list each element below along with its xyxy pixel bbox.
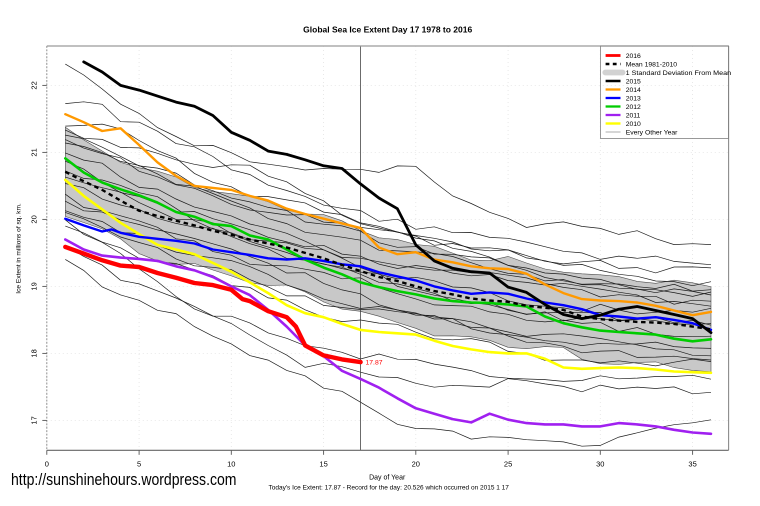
- svg-text:Mean 1981-2010: Mean 1981-2010: [626, 61, 678, 68]
- svg-text:Ice Extent in millions of sq.: Ice Extent in millions of sq. km.: [16, 203, 23, 294]
- svg-text:20: 20: [30, 215, 39, 223]
- svg-text:2014: 2014: [626, 87, 641, 94]
- svg-text:2011: 2011: [626, 112, 641, 119]
- svg-text:2012: 2012: [626, 104, 641, 111]
- svg-text:2016: 2016: [626, 53, 641, 60]
- svg-text:1 Standard Deviation From Mean: 1 Standard Deviation From Mean: [626, 70, 732, 77]
- svg-text:25: 25: [504, 460, 512, 469]
- svg-text:Every Other Year: Every Other Year: [626, 129, 678, 136]
- svg-text:Global Sea Ice Extent Day 17 1: Global Sea Ice Extent Day 17 1978 to 201…: [303, 25, 472, 35]
- svg-text:22: 22: [30, 81, 39, 89]
- svg-text:15: 15: [319, 460, 327, 469]
- svg-text:5: 5: [137, 460, 141, 469]
- svg-text:2015: 2015: [626, 78, 641, 85]
- svg-text:30: 30: [596, 460, 604, 469]
- svg-text:17: 17: [30, 416, 39, 424]
- svg-text:http://sunshinehours.wordpress: http://sunshinehours.wordpress.com: [11, 470, 237, 489]
- svg-text:10: 10: [227, 460, 235, 469]
- svg-text:0: 0: [45, 460, 49, 469]
- svg-text:Today's Ice Extent: 17.87 - R: Today's Ice Extent: 17.87 - Record for t…: [268, 485, 509, 492]
- svg-text:2010: 2010: [626, 121, 641, 128]
- svg-text:17.87: 17.87: [366, 359, 383, 366]
- svg-text:20: 20: [412, 460, 420, 469]
- svg-text:Day of Year: Day of Year: [369, 475, 406, 482]
- svg-text:21: 21: [30, 148, 39, 156]
- svg-text:35: 35: [688, 460, 696, 469]
- svg-text:2013: 2013: [626, 95, 641, 102]
- svg-text:18: 18: [30, 349, 39, 357]
- svg-text:19: 19: [30, 282, 39, 290]
